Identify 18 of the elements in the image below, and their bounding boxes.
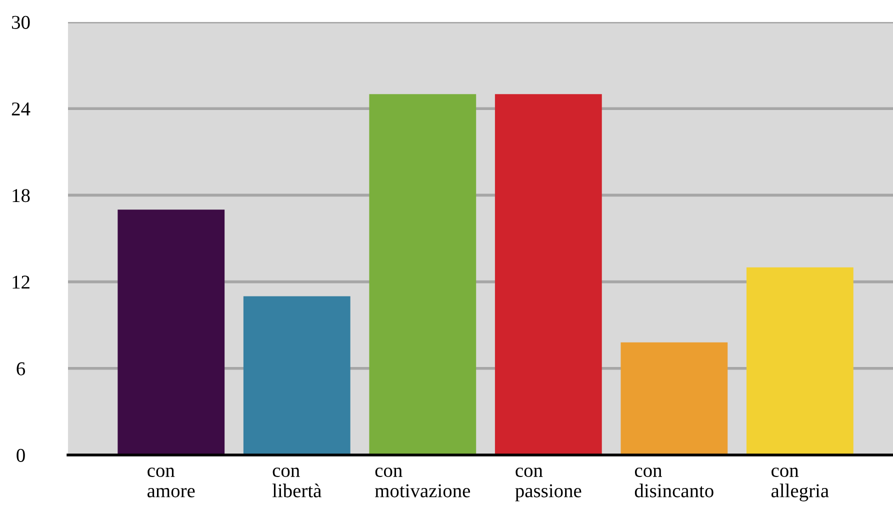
x-tick-label: con motivazione [375, 468, 470, 498]
y-tick-label: 18 [12, 189, 30, 202]
bar [243, 296, 350, 455]
bar [494, 94, 602, 455]
x-tick-label: con disincanto [634, 468, 714, 498]
x-tick-label: con allegria [771, 468, 829, 502]
x-tick-label: con libertà [272, 468, 322, 498]
x-tick-label: con amore [148, 468, 195, 498]
y-tick-label: 6 [16, 362, 26, 376]
y-tick-label: 24 [12, 102, 30, 116]
bar [746, 267, 854, 455]
y-tick-label: 30 [12, 16, 30, 29]
x-tick-label: con passione [515, 468, 582, 502]
bar [118, 210, 225, 455]
bar [620, 342, 728, 455]
bar [369, 94, 476, 455]
y-tick-label: 12 [12, 276, 30, 289]
y-tick-label: 0 [16, 448, 25, 462]
